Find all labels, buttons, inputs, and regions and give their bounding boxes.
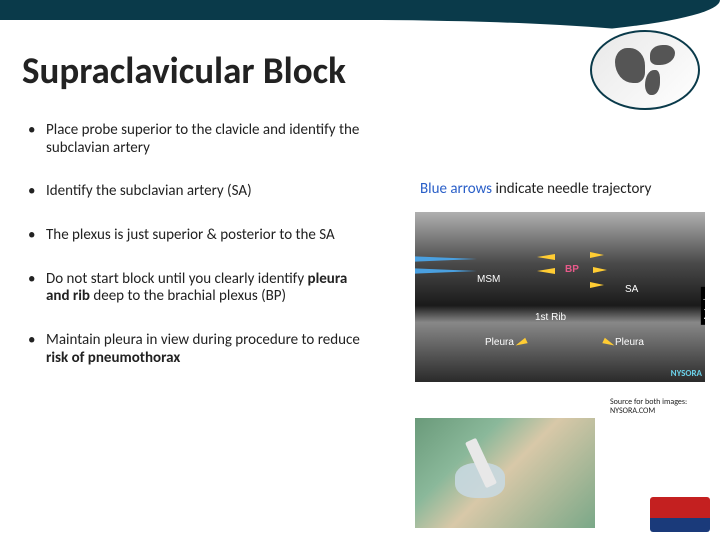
yellow-arrow-icon [593,267,607,273]
bullet-text: Place probe superior to the clavicle and… [46,121,359,157]
yellow-arrow-icon [590,282,604,288]
watermark: NYSORA [671,368,702,379]
yellow-arrow-icon [537,268,555,274]
clinical-photo [415,418,595,528]
caption-blue: Blue arrows [420,180,492,198]
yellow-arrow-icon [514,338,527,349]
ultrasound-image: MSM BP SA 1st Rib Pleura Pleura Anterior… [415,212,705,382]
bullet-item: Place probe superior to the clavicle and… [24,122,369,157]
needle-arrow-icon [415,256,477,262]
yellow-arrow-icon [602,338,615,349]
needle-arrow-icon [415,268,477,274]
footer-logo [650,497,710,532]
us-label-msm: MSM [477,274,500,285]
bullet-list: Place probe superior to the clavicle and… [24,122,369,394]
caption-rest: indicate needle trajectory [492,180,651,198]
source-line: NYSORA.COM [610,407,687,416]
image-source: Source for both images: NYSORA.COM [610,398,687,416]
us-label-pleura: Pleura [615,337,644,348]
us-label-anterior: Anterior [701,287,706,325]
bullet-item: The plexus is just superior & posterior … [24,227,369,245]
us-label-bp: BP [565,264,579,275]
globe-logo [590,30,700,110]
bullet-item: Maintain pleura in view during procedure… [24,332,369,367]
bullet-item: Identify the subclavian artery (SA) [24,183,369,201]
us-label-sa: SA [625,284,638,295]
caption: Blue arrows indicate needle trajectory [420,180,651,198]
bullet-item: Do not start block until you clearly ide… [24,271,369,306]
yellow-arrow-icon [537,254,555,260]
bullet-text: Identify the subclavian artery (SA) [46,182,252,200]
slide-title: Supraclavicular Block [22,48,346,93]
us-label-rib: 1st Rib [535,312,566,323]
bullet-text: The plexus is just superior & posterior … [46,226,335,244]
yellow-arrow-icon [590,252,604,258]
us-label-pleura: Pleura [485,337,514,348]
